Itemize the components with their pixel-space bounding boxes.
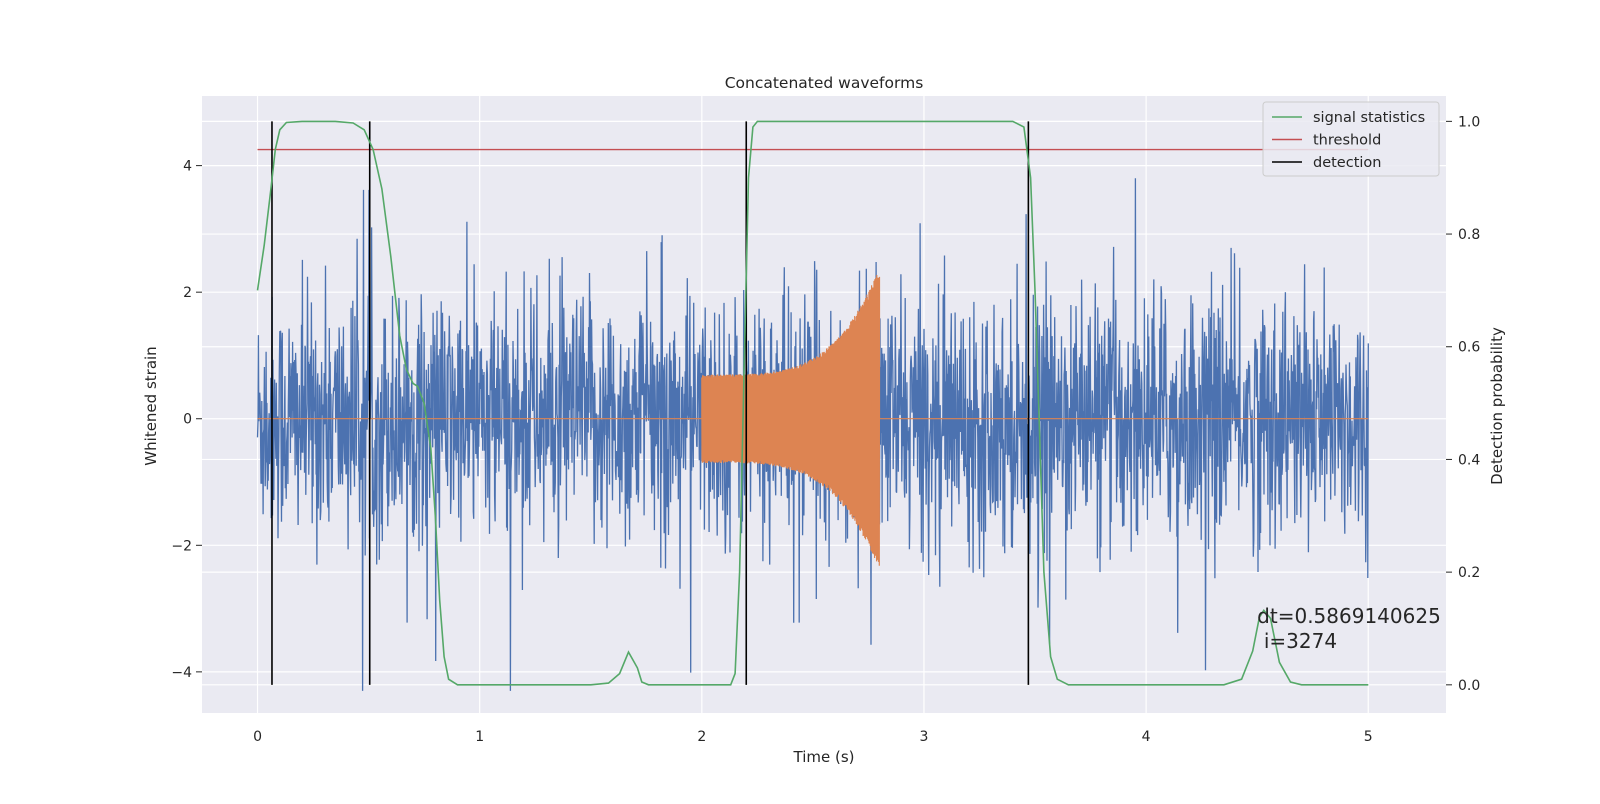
y-tick-label-left: 0: [183, 412, 192, 428]
x-axis-ticks: 0 1 2 3 4 5: [253, 729, 1373, 745]
x-tick-label: 5: [1364, 729, 1373, 745]
x-tick-label: 1: [475, 729, 484, 745]
y-tick-label-right: 0.6: [1458, 340, 1480, 356]
chart-title: Concatenated waveforms: [725, 74, 924, 92]
legend: signal statistics threshold detection: [1262, 101, 1440, 177]
left-axis-ticks: −4 −2 0 2 4: [171, 159, 202, 681]
x-tick-label: 0: [253, 729, 262, 745]
legend-box: [1262, 101, 1440, 177]
annotation-i: i=3274: [1264, 629, 1337, 653]
legend-label-threshold: threshold: [1313, 133, 1381, 149]
y-tick-label-right: 0.0: [1458, 678, 1480, 694]
y-tick-label-right: 1.0: [1458, 114, 1480, 130]
x-axis-label: Time (s): [793, 748, 855, 766]
y-tick-label-left: −4: [171, 665, 192, 681]
x-tick-label: 4: [1142, 729, 1151, 745]
y-tick-label-left: 2: [183, 285, 192, 301]
data-layer: [256, 120, 1369, 691]
y-tick-label-right: 0.4: [1458, 452, 1480, 468]
x-tick-label: 2: [697, 729, 706, 745]
legend-label-detection: detection: [1313, 155, 1381, 171]
y-tick-label-left: −2: [171, 538, 192, 554]
legend-label-signal-statistics: signal statistics: [1313, 110, 1425, 126]
y-tick-label-left: 4: [183, 159, 192, 175]
y-tick-label-right: 0.2: [1458, 565, 1480, 581]
x-tick-label: 3: [920, 729, 929, 745]
y-tick-label-right: 0.8: [1458, 227, 1480, 243]
waveform-line: [257, 274, 1369, 566]
annotation-dt: dt=0.5869140625: [1257, 604, 1441, 628]
y-axis-label-right: Detection probability: [1488, 327, 1506, 485]
right-axis-ticks: 0.0 0.2 0.4 0.6 0.8 1.0: [1446, 114, 1480, 694]
y-axis-label-left: Whitened strain: [142, 346, 160, 465]
signal-statistics-line: [256, 120, 1369, 686]
